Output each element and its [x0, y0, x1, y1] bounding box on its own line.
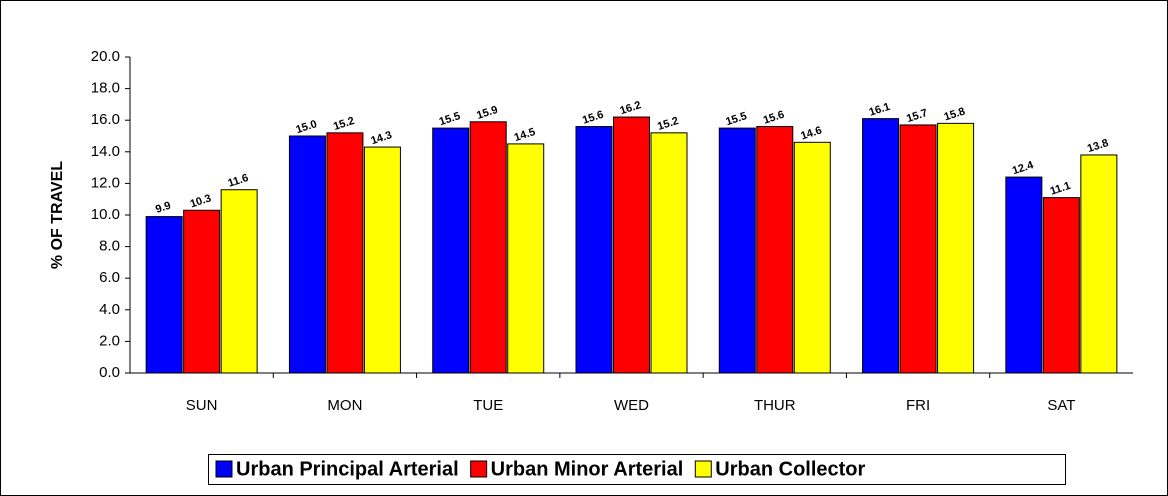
y-tick-label: 18.0	[91, 80, 120, 97]
legend-swatch	[215, 460, 233, 478]
x-tick-label: THUR	[754, 397, 796, 414]
y-tick-label: 0.0	[99, 364, 120, 381]
bar	[507, 143, 545, 374]
y-tick-label: 20.0	[91, 48, 120, 65]
y-tick-label: 14.0	[91, 143, 120, 160]
bar	[1080, 154, 1118, 374]
bar	[756, 126, 794, 374]
legend-swatch	[470, 460, 488, 478]
bar	[145, 216, 183, 374]
bar	[1005, 176, 1043, 374]
legend-box	[208, 454, 1066, 485]
y-tick-label: 16.0	[91, 111, 120, 128]
bar	[650, 132, 688, 374]
y-tick-label: 10.0	[91, 206, 120, 223]
x-tick-label: SAT	[1047, 397, 1075, 414]
bar	[575, 126, 613, 374]
legend-swatch	[694, 460, 712, 478]
value-label: 9.9	[154, 200, 172, 216]
legend-label: Urban Minor Arterial	[491, 458, 684, 480]
y-tick-label: 4.0	[99, 301, 120, 318]
bar	[432, 127, 470, 374]
bar	[288, 135, 326, 374]
bar	[899, 124, 937, 374]
x-tick-label: MON	[327, 397, 362, 414]
legend-label: Urban Collector	[715, 458, 865, 480]
y-tick-label: 12.0	[91, 174, 120, 191]
bar	[1042, 197, 1080, 374]
x-tick-label: WED	[614, 397, 649, 414]
y-tick-label: 8.0	[99, 238, 120, 255]
bar	[363, 146, 401, 374]
x-tick-label: TUE	[473, 397, 503, 414]
bar	[220, 189, 258, 374]
bar	[793, 141, 831, 374]
bar	[937, 122, 975, 374]
legend-label: Urban Principal Arterial	[236, 458, 459, 480]
bar	[718, 127, 756, 374]
y-tick-label: 6.0	[99, 269, 120, 286]
bar	[469, 121, 507, 374]
bar	[862, 118, 900, 374]
bar	[183, 209, 221, 374]
y-axis-label: % OF TRAVEL	[49, 161, 66, 269]
y-tick-label: 2.0	[99, 332, 120, 349]
bar	[613, 116, 650, 374]
bar	[326, 132, 364, 374]
x-tick-label: FRI	[906, 397, 930, 414]
x-tick-label: SUN	[186, 397, 218, 414]
